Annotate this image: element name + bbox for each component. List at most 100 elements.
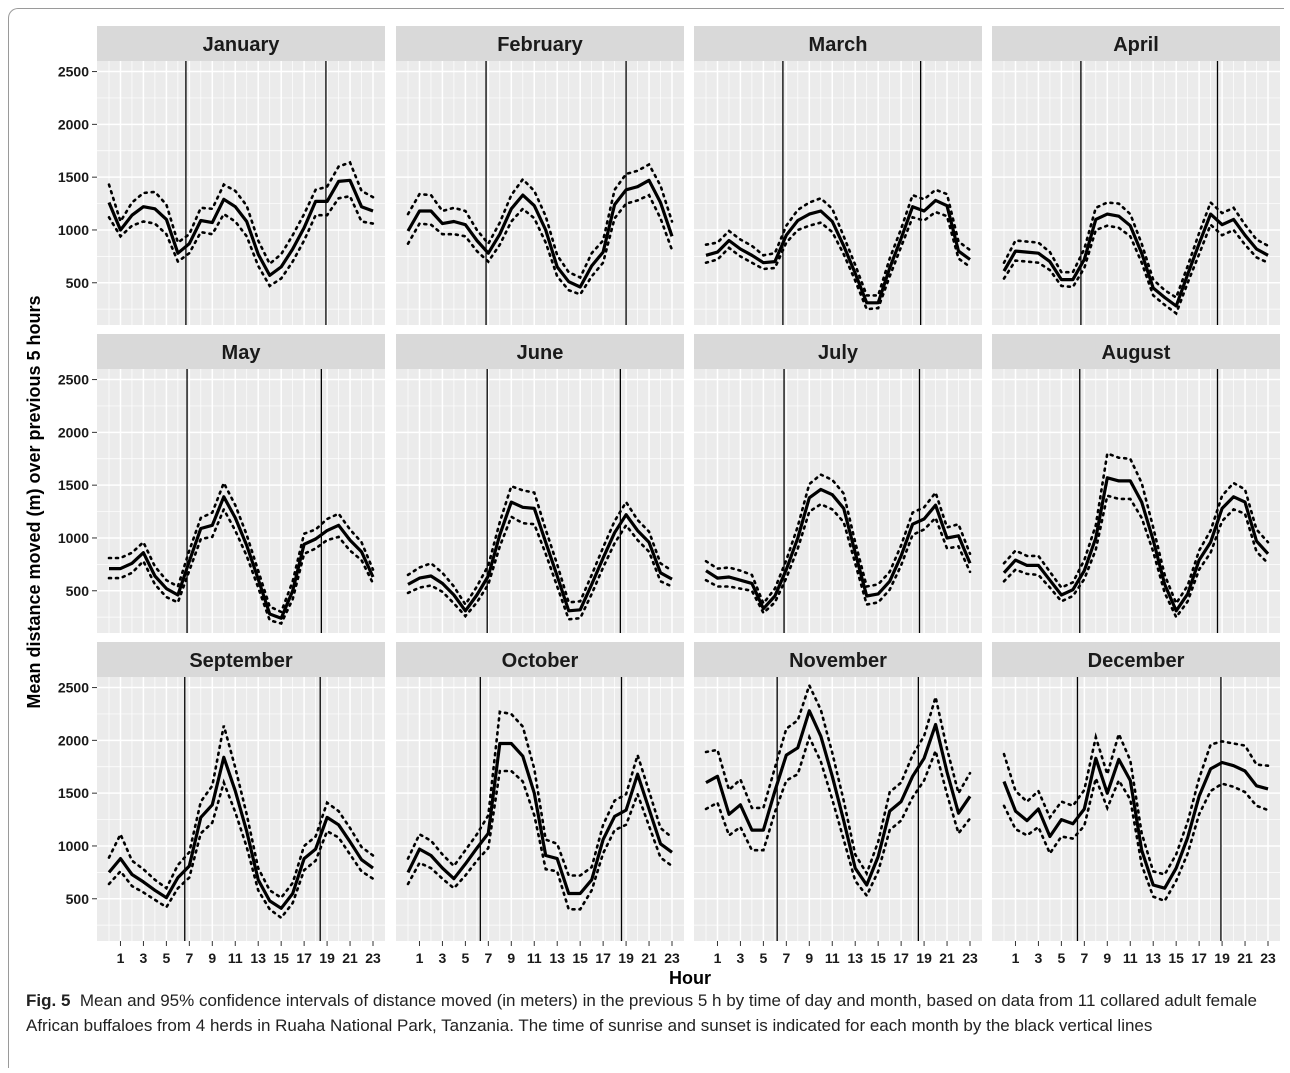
x-tick-label: 7 bbox=[484, 950, 492, 966]
ci-upper-line bbox=[1002, 730, 1270, 877]
y-tick-label: 1000 bbox=[58, 530, 89, 546]
ci-lower-line bbox=[406, 193, 674, 296]
facet-title-july: July bbox=[818, 342, 859, 364]
x-tick-label: 17 bbox=[296, 950, 312, 966]
mean-line bbox=[407, 500, 673, 613]
mean-line bbox=[1002, 756, 1269, 890]
panel-background bbox=[992, 369, 1280, 633]
ci-upper-line bbox=[704, 188, 972, 297]
ci-lower-line bbox=[107, 194, 375, 288]
figure-frame bbox=[8, 8, 1284, 1068]
facet-strip bbox=[992, 642, 1280, 677]
x-tick-label: 17 bbox=[893, 950, 909, 966]
mean-line bbox=[406, 741, 673, 896]
x-tick-label: 11 bbox=[228, 950, 243, 966]
mean-line bbox=[1002, 476, 1270, 613]
x-tick-label: 1 bbox=[714, 950, 722, 966]
facet-title-january: January bbox=[203, 34, 281, 56]
facet-title-march: March bbox=[809, 34, 868, 56]
x-tick-label: 3 bbox=[737, 950, 745, 966]
facet-title-november: November bbox=[789, 650, 887, 672]
x-tick-label: 19 bbox=[916, 950, 932, 966]
facet-strip bbox=[396, 334, 684, 369]
ci-upper-line bbox=[406, 162, 674, 280]
facet-strip bbox=[97, 642, 385, 677]
x-tick-label: 5 bbox=[1057, 950, 1065, 966]
panel-background bbox=[97, 369, 385, 633]
faceted-line-chart: Mean distance moved (m) over previous 5 … bbox=[24, 26, 1280, 988]
y-tick-label: 2000 bbox=[58, 116, 89, 132]
y-tick-label: 2500 bbox=[58, 680, 89, 696]
ci-lower-line bbox=[704, 210, 972, 311]
y-tick-label: 1500 bbox=[58, 477, 89, 493]
x-tick-label: 15 bbox=[273, 950, 289, 966]
panel-background bbox=[694, 61, 982, 325]
panel-background bbox=[396, 61, 684, 325]
facet-title-december: December bbox=[1088, 650, 1185, 672]
mean-line bbox=[705, 198, 971, 305]
x-tick-label: 11 bbox=[527, 950, 542, 966]
figure-caption: Fig. 5 Mean and 95% confidence intervals… bbox=[26, 988, 1276, 1038]
x-tick-label: 9 bbox=[507, 950, 515, 966]
ci-lower-line bbox=[107, 506, 375, 626]
facet-strip bbox=[97, 334, 385, 369]
mean-line bbox=[705, 487, 972, 611]
facet-strip bbox=[694, 642, 982, 677]
facet-strip bbox=[396, 26, 684, 61]
y-tick-label: 500 bbox=[66, 891, 90, 907]
x-axis-label: Hour bbox=[669, 968, 711, 988]
x-tick-label: 17 bbox=[1191, 950, 1207, 966]
x-tick-label: 9 bbox=[1103, 950, 1111, 966]
ci-lower-line bbox=[704, 733, 972, 899]
x-tick-label: 7 bbox=[185, 950, 193, 966]
x-tick-label: 21 bbox=[1237, 950, 1253, 966]
x-tick-label: 23 bbox=[365, 950, 381, 966]
mean-line bbox=[705, 709, 972, 887]
facet-title-august: August bbox=[1102, 342, 1171, 364]
x-tick-label: 5 bbox=[759, 950, 767, 966]
x-tick-label: 21 bbox=[342, 950, 358, 966]
y-tick-label: 1500 bbox=[58, 785, 89, 801]
x-tick-label: 23 bbox=[664, 950, 680, 966]
ci-lower-line bbox=[107, 778, 375, 920]
facet-strip bbox=[396, 642, 684, 677]
ci-upper-line bbox=[107, 160, 375, 266]
x-tick-label: 3 bbox=[439, 950, 447, 966]
x-tick-label: 23 bbox=[962, 950, 978, 966]
y-tick-label: 1500 bbox=[58, 169, 89, 185]
facet-title-june: June bbox=[517, 342, 564, 364]
x-tick-label: 7 bbox=[782, 950, 790, 966]
mean-line bbox=[109, 495, 375, 620]
x-tick-label: 11 bbox=[825, 950, 840, 966]
x-tick-label: 15 bbox=[572, 950, 588, 966]
facet-strip bbox=[97, 26, 385, 61]
facet-title-april: April bbox=[1113, 34, 1159, 56]
facet-title-february: February bbox=[497, 34, 583, 56]
ci-upper-line bbox=[107, 725, 375, 900]
y-tick-label: 500 bbox=[66, 583, 90, 599]
x-tick-label: 13 bbox=[847, 950, 863, 966]
caption-text: Mean and 95% confidence intervals of dis… bbox=[26, 991, 1257, 1035]
facet-strip bbox=[992, 26, 1280, 61]
x-tick-label: 13 bbox=[1145, 950, 1161, 966]
y-tick-label: 2000 bbox=[58, 424, 89, 440]
y-tick-label: 2000 bbox=[58, 732, 89, 748]
x-tick-label: 1 bbox=[416, 950, 424, 966]
ci-upper-line bbox=[406, 484, 674, 607]
x-tick-label: 11 bbox=[1123, 950, 1138, 966]
mean-line bbox=[107, 755, 374, 910]
x-tick-label: 5 bbox=[461, 950, 469, 966]
x-tick-label: 13 bbox=[549, 950, 565, 966]
ci-upper-line bbox=[704, 681, 972, 877]
facet-title-october: October bbox=[502, 650, 579, 672]
ci-lower-line bbox=[1002, 222, 1270, 316]
x-tick-label: 19 bbox=[1214, 950, 1230, 966]
x-tick-label: 7 bbox=[1080, 950, 1088, 966]
x-tick-label: 15 bbox=[1168, 950, 1184, 966]
panel-background bbox=[992, 61, 1280, 325]
mean-line bbox=[406, 178, 674, 289]
x-tick-label: 9 bbox=[208, 950, 216, 966]
x-tick-label: 1 bbox=[1012, 950, 1020, 966]
y-axis-label: Mean distance moved (m) over previous 5 … bbox=[24, 295, 44, 708]
